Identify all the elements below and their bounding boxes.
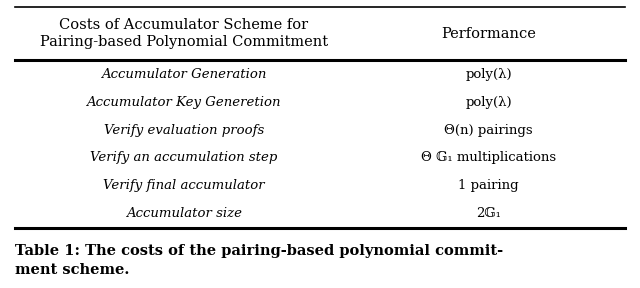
Text: Θ(n) pairings: Θ(n) pairings bbox=[444, 124, 533, 137]
Text: Verify final accumulator: Verify final accumulator bbox=[103, 179, 264, 192]
Text: Verify an accumulation step: Verify an accumulation step bbox=[90, 151, 277, 164]
Text: Θ 𝔾₁ multiplications: Θ 𝔾₁ multiplications bbox=[421, 151, 556, 164]
Text: Table 1: The costs of the pairing-based polynomial commit-
ment scheme.: Table 1: The costs of the pairing-based … bbox=[15, 245, 504, 277]
Text: poly(λ): poly(λ) bbox=[465, 96, 512, 109]
Text: Verify evaluation proofs: Verify evaluation proofs bbox=[104, 124, 264, 137]
Text: Accumulator Generation: Accumulator Generation bbox=[101, 68, 266, 81]
Text: 1 pairing: 1 pairing bbox=[458, 179, 519, 192]
Text: Accumulator size: Accumulator size bbox=[125, 207, 242, 220]
Text: poly(λ): poly(λ) bbox=[465, 68, 512, 81]
Text: Accumulator Key Generetion: Accumulator Key Generetion bbox=[86, 96, 281, 109]
Text: Performance: Performance bbox=[441, 27, 536, 41]
Text: 2𝔾₁: 2𝔾₁ bbox=[476, 207, 501, 220]
Text: Costs of Accumulator Scheme for
Pairing-based Polynomial Commitment: Costs of Accumulator Scheme for Pairing-… bbox=[40, 18, 328, 50]
